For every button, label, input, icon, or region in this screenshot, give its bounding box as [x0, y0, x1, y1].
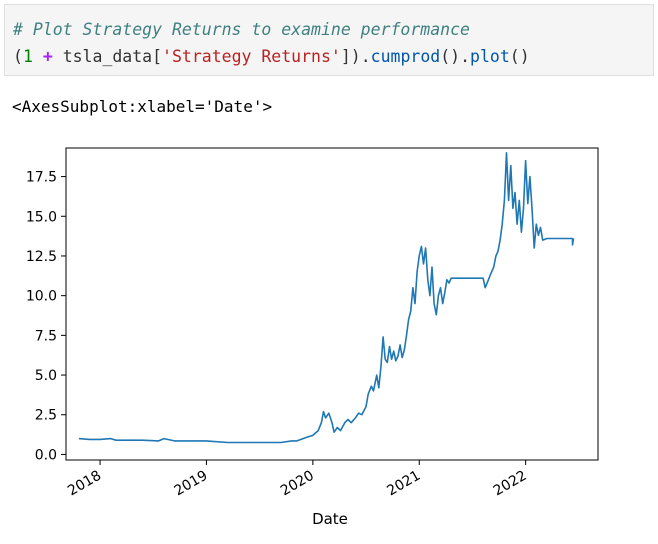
- y-tick-label: 12.5: [26, 249, 57, 265]
- code-comment: # Plot Strategy Returns to examine perfo…: [13, 20, 470, 39]
- y-tick-label: 15.0: [26, 209, 57, 225]
- code-method-plot: plot: [470, 47, 510, 66]
- y-tick-label: 0.0: [35, 447, 57, 463]
- x-tick-label: 2018: [65, 468, 104, 500]
- strategy-returns-line: [78, 152, 575, 444]
- code-string-key: 'Strategy Returns': [162, 47, 341, 66]
- output-repr: <AxesSubplot:xlabel='Date'>: [12, 97, 273, 116]
- code-line-2: (1 + tsla_data['Strategy Returns']).cump…: [13, 43, 645, 70]
- code-open-paren: (: [13, 47, 23, 66]
- code-plus-operator: +: [42, 47, 53, 66]
- y-tick-label: 2.5: [35, 408, 57, 424]
- x-axis-label: Date: [312, 510, 348, 528]
- x-tick-label: 2022: [491, 468, 530, 500]
- code-end: (): [509, 47, 530, 66]
- y-tick-label: 5.0: [35, 368, 57, 384]
- code-close: ]).: [340, 47, 371, 66]
- y-axis-ticks: 0.0 2.5 5.0 7.5 10.0 12.5 15.0 17.5: [26, 170, 66, 463]
- x-tick-label: 2020: [278, 468, 317, 500]
- x-tick-label: 2019: [172, 468, 211, 500]
- x-tick-label: 2021: [384, 468, 423, 500]
- x-axis-ticks: 2018 2019 2020 2021 2022: [65, 460, 530, 500]
- axes-frame: [65, 147, 599, 461]
- y-tick-label: 17.5: [26, 170, 57, 186]
- code-number-one: 1: [22, 47, 33, 66]
- code-variable: tsla_data[: [62, 47, 163, 66]
- y-tick-label: 10.0: [26, 289, 57, 305]
- code-mid: ().: [440, 47, 471, 66]
- code-cell[interactable]: # Plot Strategy Returns to examine perfo…: [4, 4, 654, 76]
- code-method-cumprod: cumprod: [370, 47, 441, 66]
- y-tick-label: 7.5: [35, 328, 57, 344]
- line-chart: 0.0 2.5 5.0 7.5 10.0 12.5 15.0 17.5 2018 2019 202…: [26, 147, 599, 528]
- code-comment-line: # Plot Strategy Returns to examine perfo…: [13, 16, 645, 43]
